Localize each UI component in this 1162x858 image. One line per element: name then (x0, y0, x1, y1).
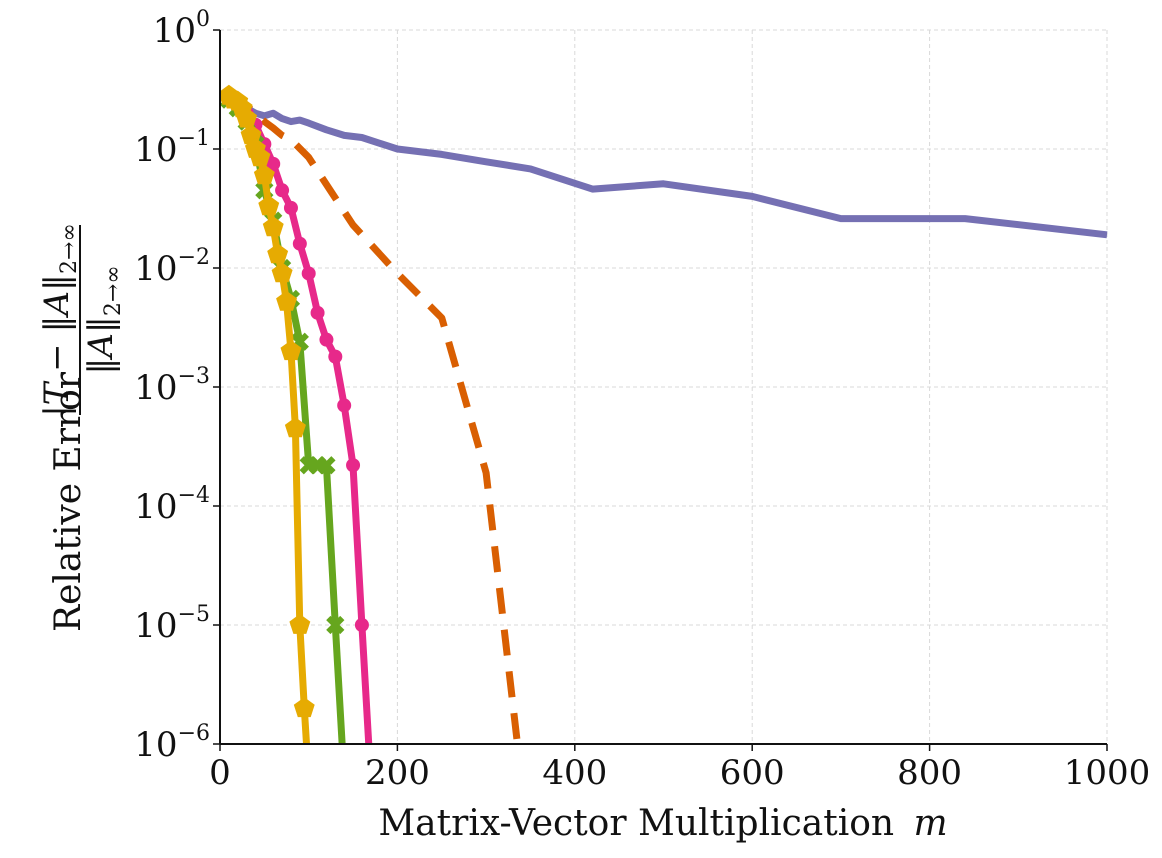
x-axis-title-text: Matrix-Vector Multiplication (378, 803, 894, 844)
y-tick-label-3: 10−3 (134, 364, 210, 408)
marker-gold-9 (258, 195, 280, 216)
y-axis-fraction-numerator: |T − ‖A‖2→∞ (37, 223, 82, 417)
marker-pink-7 (283, 200, 298, 215)
marker-pink-9 (301, 266, 316, 281)
x-axis-title-variable: m (914, 803, 948, 844)
series-layer (220, 84, 1108, 744)
marker-pink-5 (266, 156, 281, 171)
x-tick-label-2: 400 (542, 753, 607, 793)
marker-gold-16 (289, 614, 311, 634)
marker-pink-13 (337, 398, 352, 413)
y-axis-denominator-text: ‖A‖ (81, 316, 121, 375)
x-ticks: 0 200 400 600 800 1000 (209, 744, 1150, 793)
y-tick-label-1: 10−1 (134, 126, 210, 170)
marker-pink-6 (275, 183, 290, 198)
x-tick-label-4: 800 (897, 753, 962, 793)
marker-gold-11 (267, 243, 289, 264)
marker-pink-10 (310, 305, 325, 320)
y-axis-fraction-denominator: ‖A‖2→∞ (81, 265, 126, 374)
y-tick-label-0: 100 (153, 7, 210, 51)
y-tick-label-6: 10−6 (134, 721, 210, 765)
x-tick-label-3: 600 (720, 753, 785, 793)
y-tick-label-2: 10−2 (134, 245, 210, 289)
marker-gold-7 (249, 146, 271, 167)
marker-green-11 (317, 456, 336, 475)
marker-gold-12 (271, 262, 293, 283)
marker-gold-13 (276, 290, 297, 311)
series-purple (227, 96, 1108, 239)
x-tick-label-0: 0 (209, 753, 231, 793)
marker-pink-15 (354, 618, 369, 632)
y-axis-numerator-subscript: 2→∞ (57, 223, 82, 274)
marker-pink-8 (292, 236, 307, 251)
y-axis-title: Relative Error |T − ‖A‖2→∞ ‖A‖2→∞ (37, 223, 126, 632)
x-axis-title: Matrix-Vector Multiplication m (378, 803, 947, 844)
y-ticks: 100 10−1 10−2 10−3 10−4 10−5 10−6 (134, 7, 220, 765)
series-gold (220, 84, 315, 744)
y-axis-numerator-text: |T − ‖A‖ (37, 274, 77, 417)
marker-gold-17 (293, 697, 315, 718)
x-tick-label-5: 1000 (1064, 753, 1151, 793)
y-axis-title-text: Relative Error (48, 371, 89, 632)
marker-gold-10 (262, 216, 284, 237)
y-axis-denominator-subscript: 2→∞ (101, 265, 126, 316)
marker-gold-14 (280, 340, 302, 361)
marker-gold-15 (284, 417, 306, 438)
y-tick-label-4: 10−4 (134, 483, 210, 527)
series-line-purple (227, 96, 1108, 239)
marker-pink-11 (319, 332, 334, 347)
marker-green-12 (326, 615, 345, 635)
x-tick-label-1: 200 (365, 753, 430, 793)
marker-pink-14 (346, 458, 361, 473)
marker-pink-12 (328, 349, 343, 364)
y-tick-label-5: 10−5 (134, 602, 210, 646)
marker-gold-4 (236, 107, 258, 128)
marker-gold-8 (253, 164, 275, 185)
